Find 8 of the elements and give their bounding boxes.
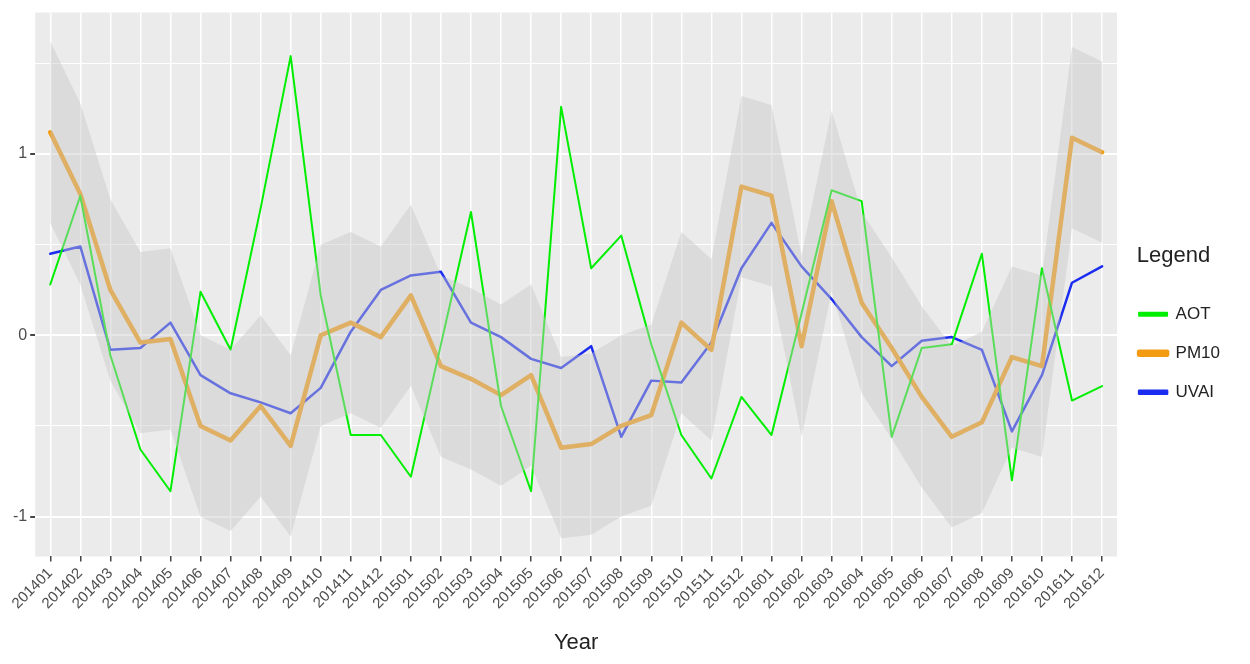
y-tick-label: -1 <box>12 507 28 524</box>
x-axis-title: Year <box>553 628 599 654</box>
y-tick-label: 1 <box>18 144 28 162</box>
legend-title: Legend <box>1136 242 1211 268</box>
legend-label: UVAI <box>1175 381 1215 401</box>
y-tick-label: 0 <box>18 325 28 343</box>
legend-label: PM10 <box>1175 342 1221 362</box>
legend-label: AOT <box>1175 303 1211 323</box>
